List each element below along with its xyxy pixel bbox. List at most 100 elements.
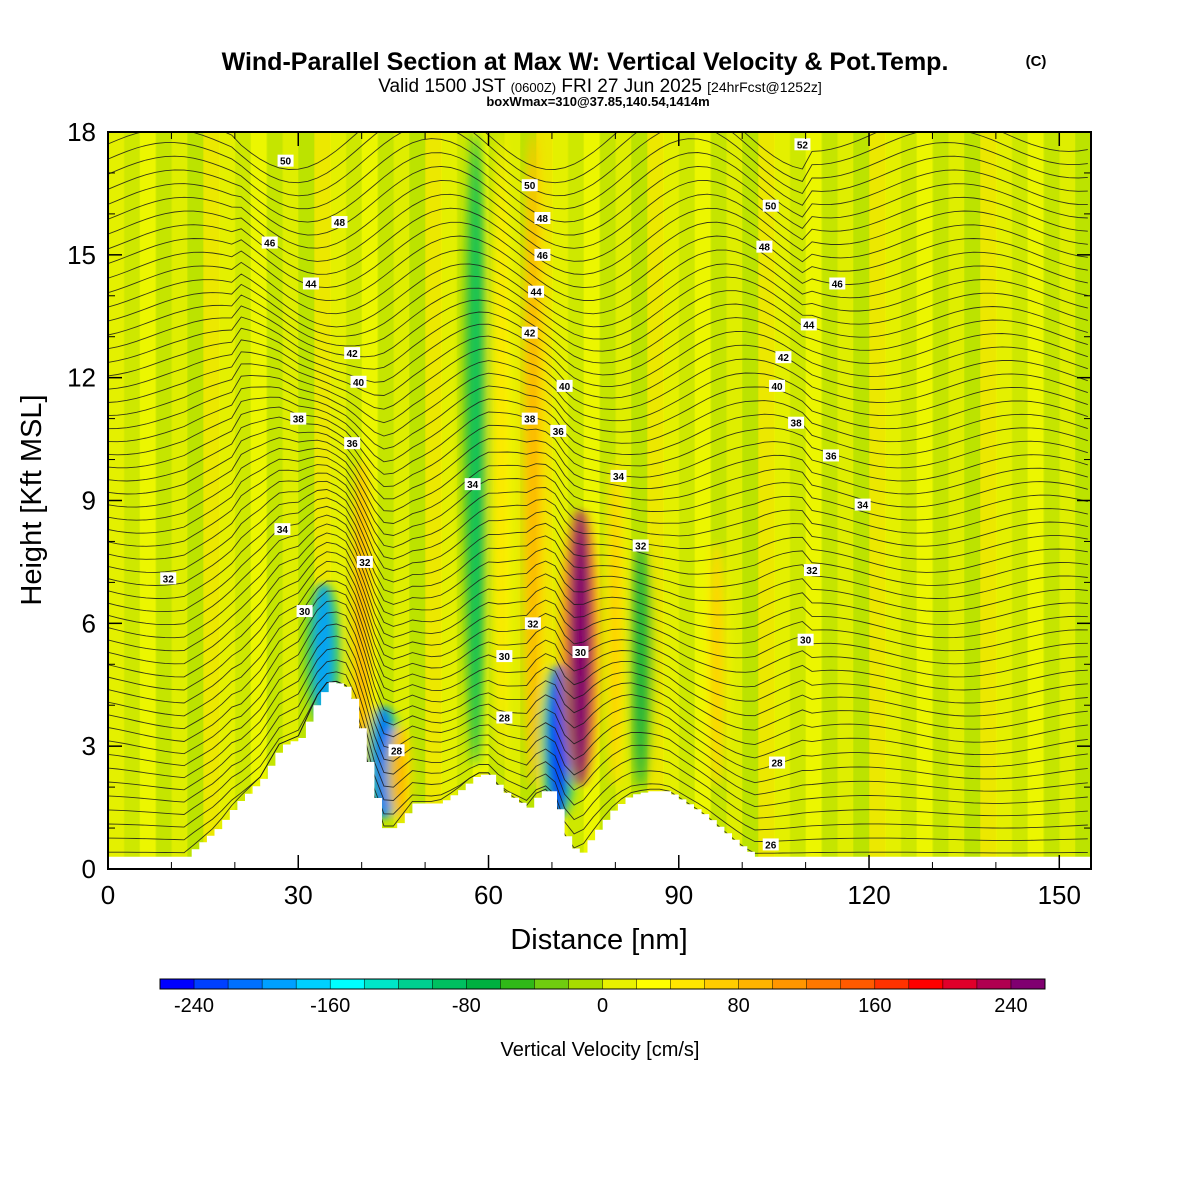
velocity-band (773, 132, 791, 869)
velocity-band (440, 132, 458, 869)
theta-contour-label: 44 (528, 285, 545, 299)
theta-contour-label-bg (496, 650, 513, 663)
y-tick-label: 15 (67, 240, 96, 270)
theta-contour-label-bg (261, 236, 278, 249)
theta-contour-label-text: 44 (531, 288, 543, 299)
theta-contour-label-text: 50 (524, 181, 536, 192)
theta-contour-label-bg (344, 437, 361, 450)
theta-contour-label-text: 30 (575, 648, 587, 659)
theta-contour-label: 30 (496, 650, 513, 663)
theta-contour (108, 489, 1088, 586)
theta-contour (108, 590, 1088, 731)
theta-contour (108, 299, 1088, 364)
theta-contour-label: 38 (290, 412, 307, 426)
theta-contour-label: 50 (277, 154, 294, 168)
theta-contour-label-text: 46 (264, 239, 276, 250)
theta-contour-label: 32 (356, 555, 373, 569)
velocity-band (742, 132, 760, 869)
colorbar-swatch (262, 979, 297, 989)
theta-contour-label: 50 (762, 199, 779, 213)
theta-contour-label: 34 (610, 469, 627, 483)
colorbar-swatch (806, 979, 842, 989)
theta-contour-label: 48 (534, 211, 551, 225)
theta-contour (108, 207, 1088, 275)
colorbar-tick-label: 160 (858, 995, 891, 1017)
colorbar-swatch (704, 979, 740, 989)
velocity-band (1043, 132, 1061, 869)
theta-contour (108, 505, 1088, 613)
colorbar-swatch (670, 979, 706, 989)
theta-contour-label-text: 36 (553, 427, 565, 438)
theta-contour-label-bg (762, 199, 779, 212)
x-tick-label: 30 (284, 880, 313, 910)
theta-contour-label-text: 30 (499, 652, 511, 663)
theta-contour-label-bg (788, 416, 805, 429)
theta-contour-label-bg (794, 138, 811, 151)
colorbar-swatch (296, 979, 331, 989)
terrain (108, 682, 1091, 869)
colorbar-swatch (330, 979, 365, 989)
colorbar-swatch (568, 979, 603, 989)
velocity-band (187, 132, 205, 869)
theta-contour-label-text: 34 (277, 525, 289, 536)
colorbar-tick-label: 0 (597, 995, 608, 1017)
velocity-band (964, 132, 982, 869)
theta-contour-label: 40 (556, 379, 573, 393)
theta-contour (108, 623, 1088, 771)
theta-contour (108, 523, 1088, 639)
colorbar-swatch (364, 979, 399, 989)
theta-contour (108, 680, 1088, 843)
theta-contour-label-bg (822, 449, 839, 462)
colorbar-swatch (398, 979, 433, 989)
colorbar-tick-label: 80 (728, 995, 750, 1017)
velocity-band (203, 132, 220, 869)
theta-contour-label-bg (803, 564, 820, 577)
velocity-feature (710, 541, 724, 788)
theta-contour-label-bg (534, 248, 551, 261)
colorbar-swatch (874, 979, 910, 989)
theta-contour-label-text: 38 (293, 415, 305, 426)
theta-contour-label: 42 (344, 347, 361, 360)
theta-contour-label: 30 (797, 633, 814, 647)
theta-contour (108, 580, 1088, 717)
colorbar: -240 -160 -80 0 80 160 240 (159, 978, 1046, 1017)
theta-contour-label-text: 48 (334, 218, 346, 229)
theta-contour-label-bg (160, 572, 177, 585)
y-tick-label: 6 (82, 608, 96, 638)
theta-contour-label-text: 50 (280, 157, 292, 168)
theta-contour-label: 36 (822, 449, 839, 462)
theta-contour (108, 152, 1088, 223)
theta-contour (108, 464, 1088, 548)
theta-contour (108, 647, 1088, 796)
theta-contour-label-text: 32 (359, 558, 371, 569)
velocity-band (821, 132, 839, 869)
theta-contour-label: 38 (521, 412, 538, 426)
theta-contour-label-bg (854, 498, 871, 511)
velocity-band (678, 132, 696, 869)
colorbar-tick-label: -240 (174, 995, 214, 1017)
theta-contour-label: 30 (296, 605, 313, 618)
theta-contour-label: 32 (803, 564, 820, 577)
colorbar-swatch (160, 979, 195, 989)
velocity-band (837, 132, 855, 869)
theta-contour-label-bg (534, 211, 551, 224)
theta-contour-label-bg (521, 412, 538, 425)
theta-contour (108, 396, 1088, 463)
theta-contour (108, 437, 1088, 512)
theta-contour-label-text: 46 (832, 279, 844, 290)
x-tick-label: 150 (1038, 880, 1081, 910)
theta-contour (108, 680, 1088, 831)
theta-contour-label-text: 38 (524, 415, 536, 426)
plot-area: 32 34 30 38 36 40 42 44 46 48 50 32 28 34 30 28 32 38 36 40… (108, 132, 1091, 869)
theta-contour-label: 28 (496, 711, 513, 725)
x-tick-label: 90 (664, 880, 693, 910)
theta-contour (108, 416, 1088, 488)
colorbar-swatch (738, 979, 774, 989)
theta-contour-label-bg (550, 424, 567, 437)
theta-contour-label: 28 (769, 756, 786, 770)
theta-contour-label: 46 (829, 277, 846, 290)
theta-contour-label-text: 42 (778, 353, 790, 364)
terrain-layer (108, 682, 1091, 869)
colorbar-swatch (534, 979, 569, 989)
theta-contour-label-text: 40 (559, 382, 571, 393)
